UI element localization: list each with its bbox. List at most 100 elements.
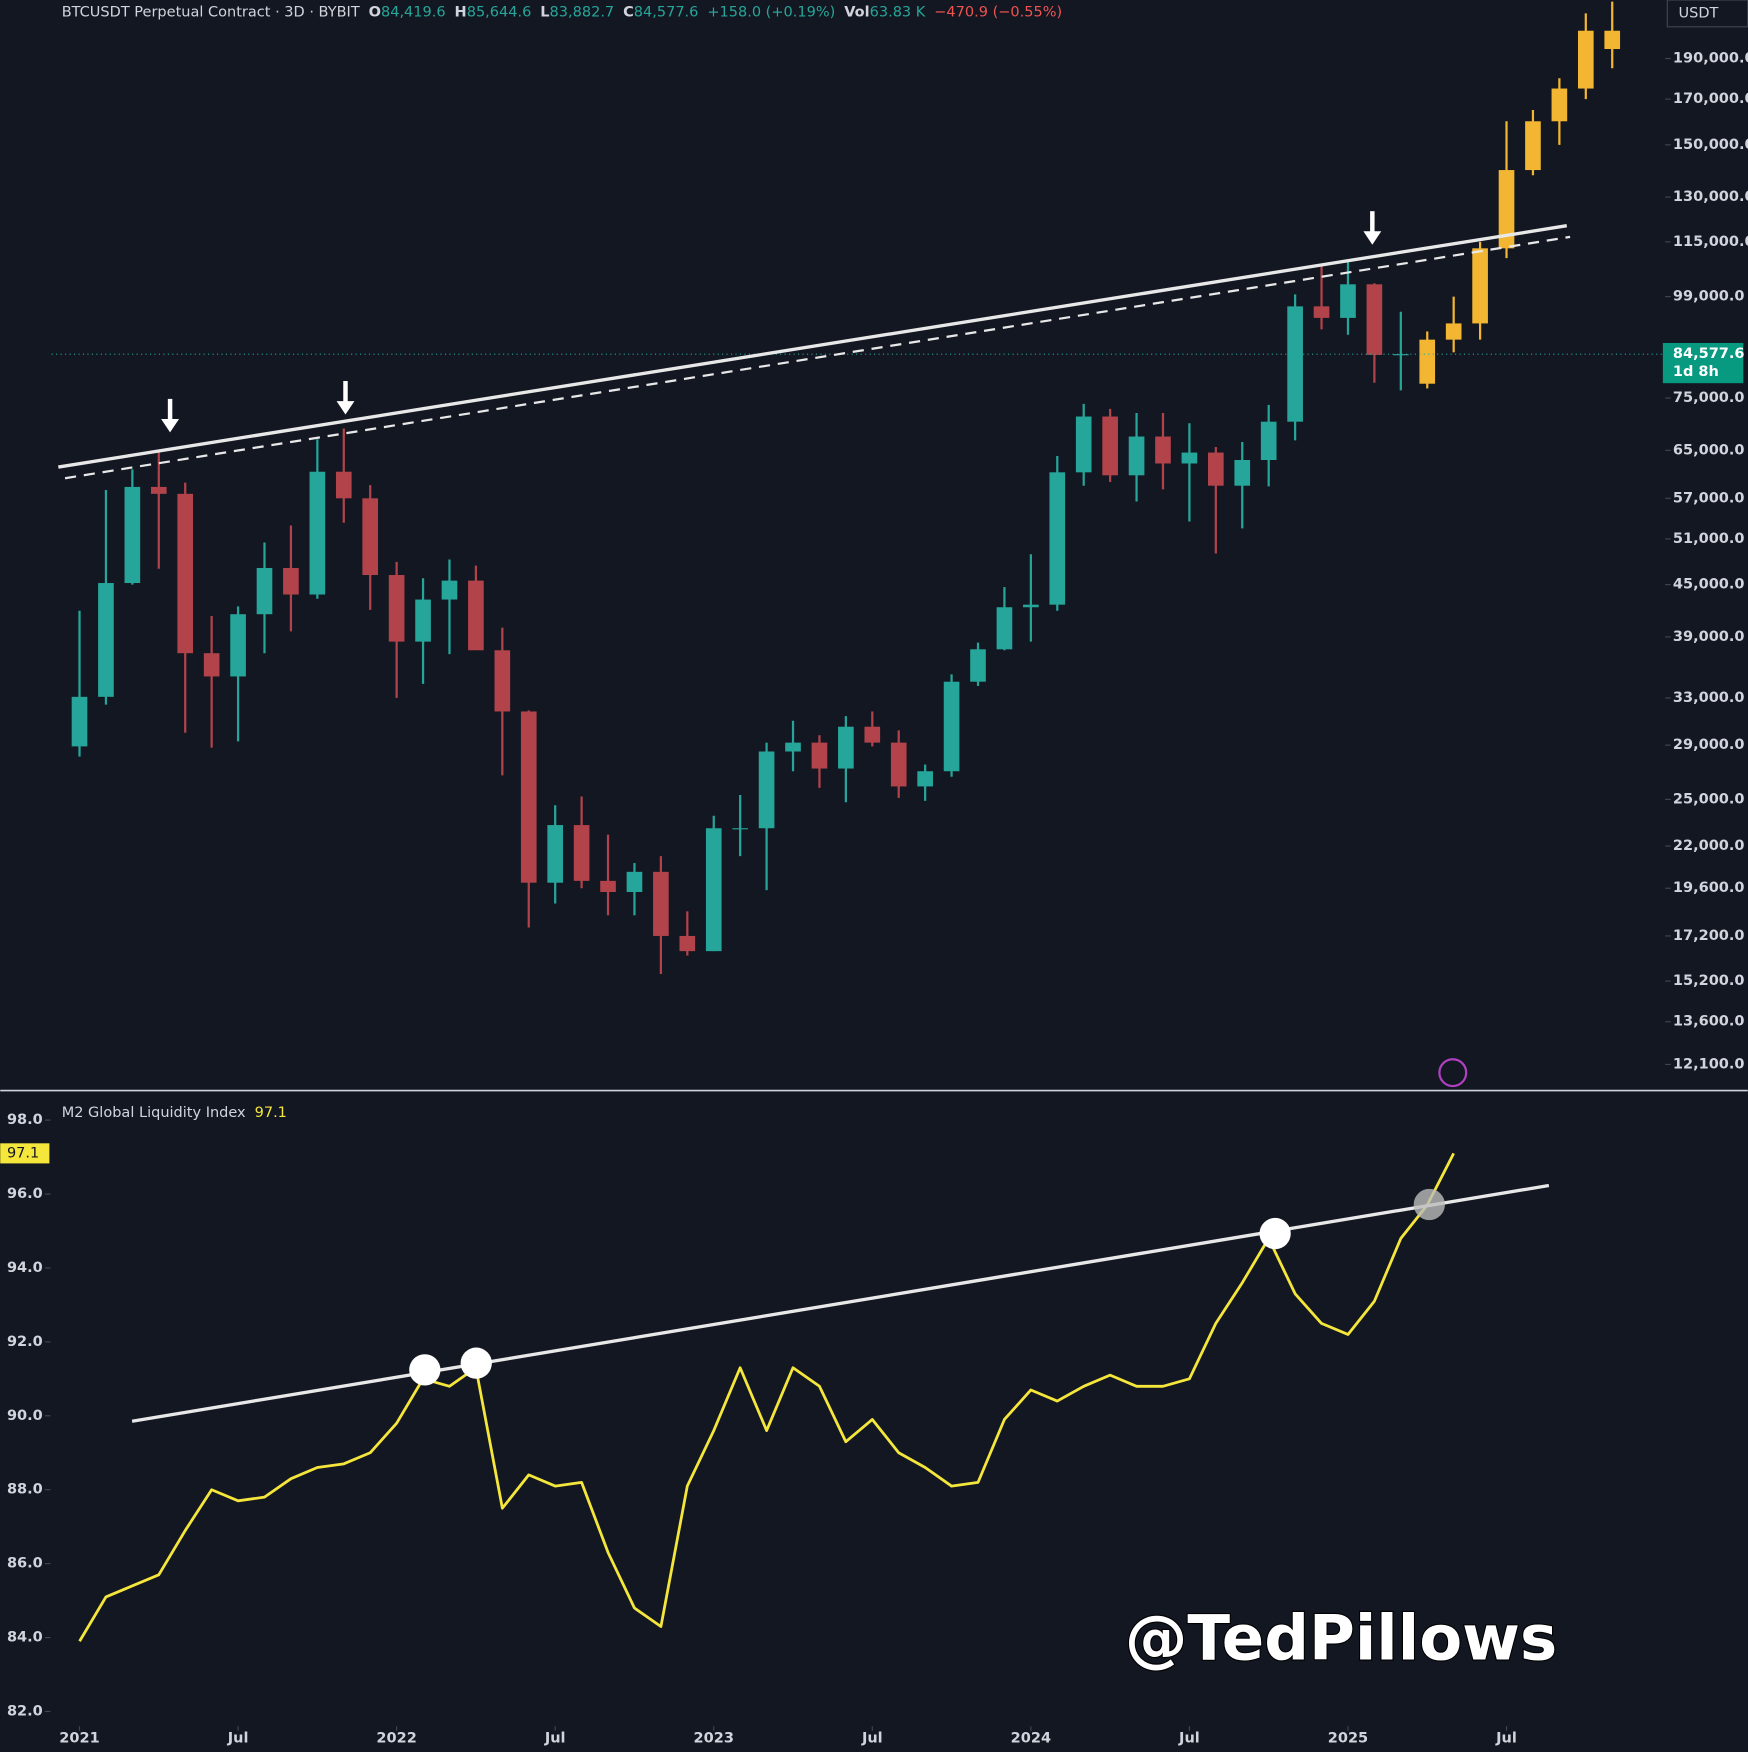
arrow-head xyxy=(161,419,180,433)
candle-body xyxy=(415,599,431,642)
y-tick-label: 84.0 xyxy=(7,1630,43,1646)
y-tick-label: 190,000.0 xyxy=(1673,50,1748,66)
candle-body xyxy=(679,935,696,952)
candle-body xyxy=(1340,284,1356,318)
candle-body xyxy=(1102,416,1118,476)
ohlc-label: C xyxy=(623,4,634,20)
candle-body xyxy=(1181,452,1198,464)
candle-body xyxy=(547,825,564,883)
y-tick-label: 33,000.0 xyxy=(1673,690,1745,706)
y-tick-label: 45,000.0 xyxy=(1673,577,1745,593)
y-tick-label: 170,000.0 xyxy=(1673,91,1748,107)
x-tick-label: 2021 xyxy=(59,1731,99,1747)
candle-body xyxy=(1498,170,1515,249)
price-tag-value: 84,577.6 xyxy=(1673,346,1745,362)
candle-body xyxy=(626,871,643,892)
ohlc-label: O xyxy=(369,4,381,20)
y-tick-label: 96.0 xyxy=(7,1186,43,1202)
y-tick-label: 12,100.0 xyxy=(1673,1056,1745,1072)
candle-body xyxy=(970,649,986,682)
x-tick-label: 2025 xyxy=(1328,1731,1368,1747)
ohlc-label: H xyxy=(455,4,467,20)
header: BTCUSDT Perpetual Contract · 3D · BYBIT O… xyxy=(62,4,1063,20)
candle-body xyxy=(256,567,273,615)
value-tag xyxy=(0,1143,50,1164)
y-tick-label: 75,000.0 xyxy=(1673,390,1745,406)
candle-body xyxy=(600,880,616,892)
value-tag-label: 97.1 xyxy=(7,1145,39,1161)
watermark: @TedPillows xyxy=(1125,1602,1557,1675)
liquidity-panel: 98.0 96.0 94.0 92.0 90.0 88.0 86.0 84.0 82.0 2021… xyxy=(0,1112,1517,1747)
candle-body xyxy=(388,575,405,642)
y-tick-label: 94.0 xyxy=(7,1260,43,1276)
candle-body xyxy=(494,650,511,712)
price-tag xyxy=(1662,342,1744,384)
candle-body xyxy=(362,498,379,576)
y-tick-label: 130,000.0 xyxy=(1673,189,1748,205)
y-tick-label: 39,000.0 xyxy=(1673,629,1745,645)
candle-body xyxy=(653,871,669,936)
line-series xyxy=(78,1152,1455,1642)
candle-body xyxy=(1287,306,1303,422)
candle-body xyxy=(573,825,590,881)
candle-body xyxy=(441,580,458,600)
candle-body xyxy=(1472,248,1488,324)
change: +158.0 (+0.19%) xyxy=(707,4,835,20)
candle-body xyxy=(758,751,775,829)
ohlc-value: 84,419.6 xyxy=(381,4,446,20)
candle-body xyxy=(1260,421,1277,460)
y-tick-label: 150,000.0 xyxy=(1673,137,1748,153)
candle-body xyxy=(1551,88,1568,122)
arrow-head xyxy=(1363,231,1382,245)
candle-body xyxy=(1366,284,1383,355)
x-tick-label: Jul xyxy=(227,1731,249,1747)
candle-body xyxy=(943,681,960,772)
y-tick-label: 82.0 xyxy=(7,1704,43,1720)
y-tick-label: 65,000.0 xyxy=(1673,442,1745,458)
candle-body xyxy=(468,580,484,651)
candle-body xyxy=(1313,306,1330,318)
ohlc-value: 85,644.6 xyxy=(467,4,532,20)
trendline xyxy=(58,224,1568,469)
candle-body xyxy=(1049,472,1066,605)
candle-body xyxy=(1419,339,1436,384)
candle-body xyxy=(124,486,141,584)
candle-body xyxy=(1445,323,1462,340)
alert-icon[interactable] xyxy=(1438,1058,1468,1088)
candle-body xyxy=(71,696,88,747)
y-tick-label: 19,600.0 xyxy=(1673,880,1745,896)
candle-body xyxy=(520,711,537,883)
y-tick-label: 92.0 xyxy=(7,1334,43,1350)
y-tick-label: 99,000.0 xyxy=(1673,289,1745,305)
candle-body xyxy=(150,486,167,494)
y-tick-label: 15,200.0 xyxy=(1673,973,1745,989)
indicator-value: 97.1 xyxy=(255,1105,287,1121)
candle-body xyxy=(177,493,194,654)
price-panel: 190,000.0 170,000.0 150,000.0 130,000.0 115,… xyxy=(51,1,1748,1072)
candle-body xyxy=(917,771,933,787)
volume: 63.83 K xyxy=(870,4,926,20)
y-tick-label: 98.0 xyxy=(7,1112,43,1128)
candle-body xyxy=(335,471,352,499)
arrow-head xyxy=(336,401,355,415)
candle-body xyxy=(1525,121,1541,171)
ohlc-value: 83,882.7 xyxy=(550,4,615,20)
arrows xyxy=(161,211,1382,433)
touch-point xyxy=(1413,1188,1445,1221)
currency-box xyxy=(1666,0,1748,28)
y-tick-label: 86.0 xyxy=(7,1556,43,1572)
candle-body xyxy=(1234,459,1251,486)
y-tick-label: 22,000.0 xyxy=(1673,838,1745,854)
y-tick-label: 90.0 xyxy=(7,1408,43,1424)
candle-body xyxy=(811,742,828,769)
currency: USDT xyxy=(1678,5,1718,21)
candle-body xyxy=(1208,452,1224,486)
volume-change: −470.9 (−0.55%) xyxy=(934,4,1062,20)
candle-body xyxy=(309,471,326,595)
y-tick-label: 17,200.0 xyxy=(1673,928,1745,944)
x-tick-label: 2024 xyxy=(1011,1731,1051,1747)
x-tick-label: Jul xyxy=(861,1731,883,1747)
x-tick-label: 2022 xyxy=(376,1731,416,1747)
